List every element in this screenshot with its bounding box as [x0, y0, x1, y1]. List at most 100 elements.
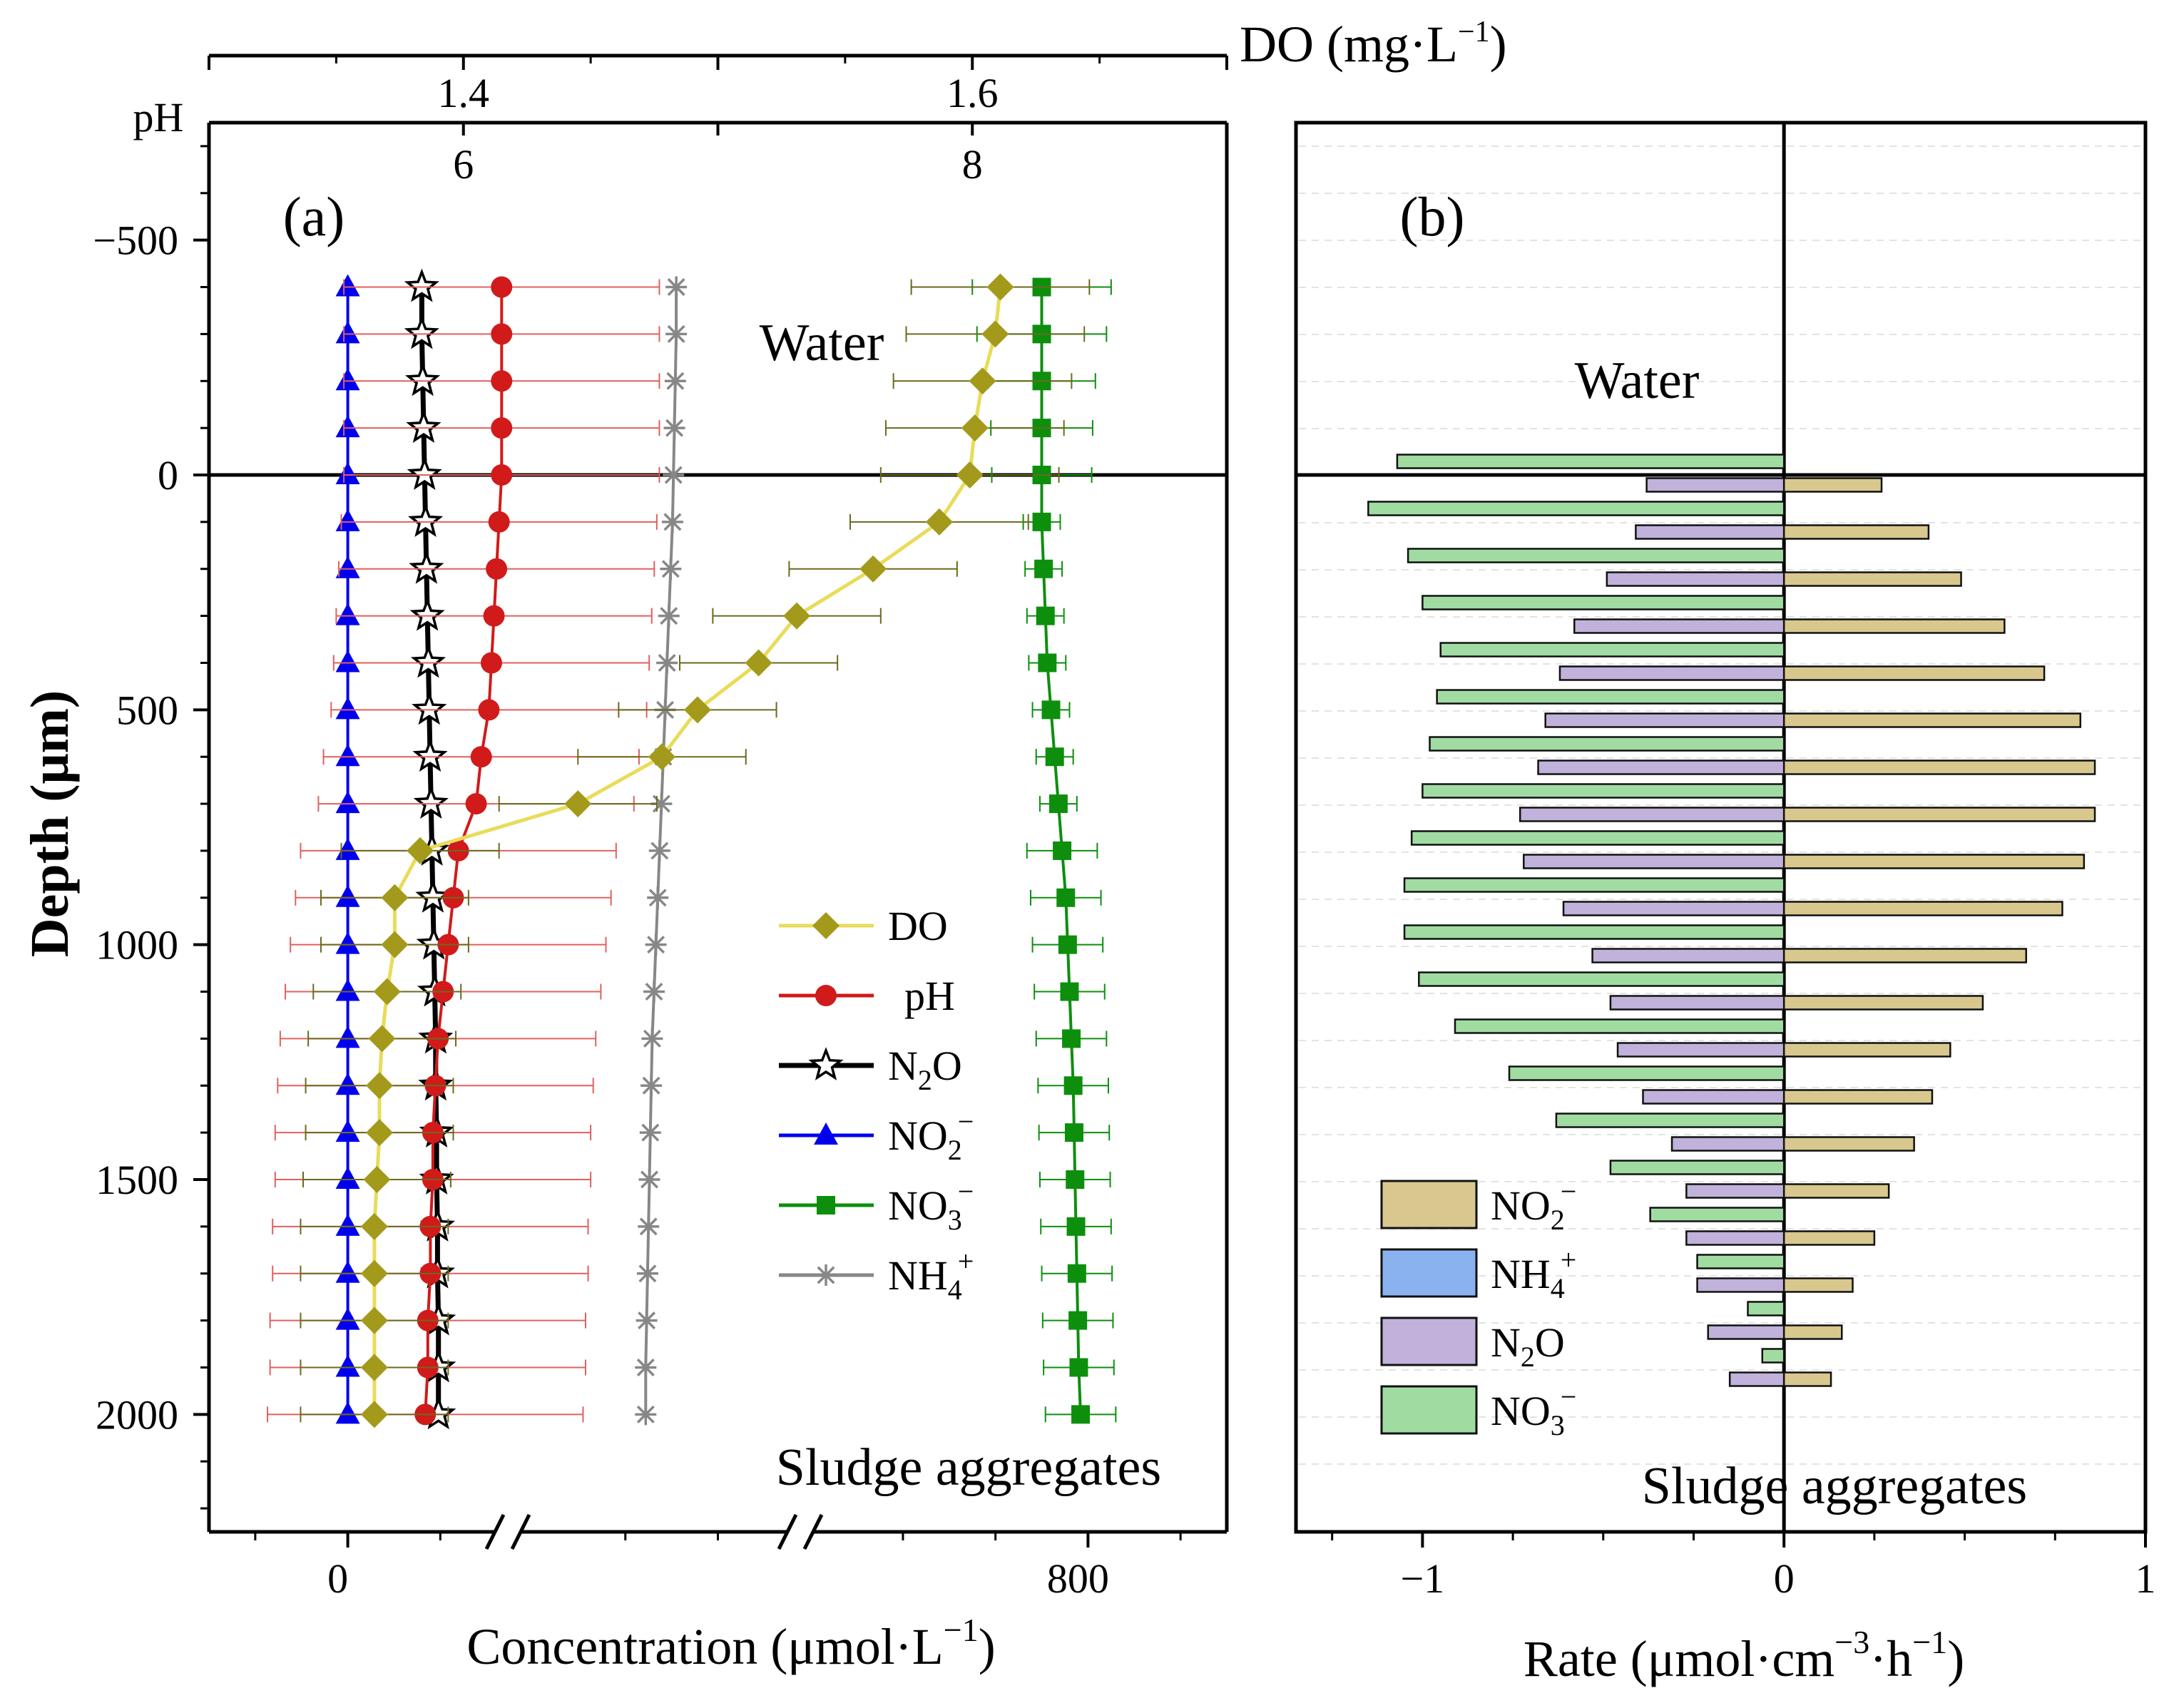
- nh4-marker-stroke: [642, 1076, 660, 1095]
- marker-no2: [335, 650, 360, 673]
- marker-no2: [335, 1307, 360, 1330]
- marker-no2: [335, 1026, 360, 1048]
- panel-b: −1 0 1 Rate (μmol·cm−3·h−1) (b) Water Sludge a…: [1294, 121, 2156, 1687]
- bar-no2: [1782, 1089, 1934, 1105]
- marker-do: [360, 1259, 388, 1287]
- marker-ph: [491, 276, 513, 298]
- nh4-marker-stroke: [647, 936, 665, 954]
- marker-n2o: [412, 738, 448, 772]
- axis-break-mark: [510, 1513, 531, 1550]
- bar-n2o: [1616, 1042, 1785, 1058]
- ph-tick-label: 6: [453, 141, 474, 188]
- bar-no2: [1782, 1371, 1832, 1387]
- legend-label-no2: NO2−: [1491, 1175, 1576, 1236]
- legend-marker-do: [812, 912, 839, 939]
- legend-a: DO pH N2O NO2− NO3− NH4+: [779, 903, 974, 1306]
- bar-no2: [1782, 948, 2028, 963]
- profile-series: [267, 268, 1117, 1430]
- marker-do: [783, 602, 811, 630]
- series-do: [300, 273, 1091, 1428]
- y-tick-label: 500: [116, 687, 178, 733]
- marker-no2: [335, 415, 360, 438]
- marker-do: [373, 978, 401, 1006]
- x-axis-title: Concentration (μmol·L−1): [466, 1612, 995, 1675]
- legend-b: NO2− NH4+ N2O NO3−: [1380, 1175, 1576, 1441]
- bar-no3: [1454, 1018, 1785, 1034]
- marker-nh4: [663, 417, 685, 439]
- marker-do: [360, 1306, 388, 1334]
- marker-ph: [491, 417, 513, 439]
- marker-do: [366, 1119, 394, 1147]
- marker-nh4: [635, 1356, 657, 1379]
- nh4-marker-stroke: [817, 1266, 835, 1284]
- legend-label-no3: NO3−: [888, 1175, 974, 1236]
- bar-no3: [1436, 689, 1785, 705]
- legend-label-do: DO: [888, 903, 948, 949]
- marker-no3: [1048, 794, 1068, 814]
- water-label-b: Water: [1575, 352, 1700, 410]
- panel-label-a: (a): [283, 185, 345, 247]
- marker-nh4: [645, 934, 667, 956]
- marker-no3: [1034, 559, 1053, 578]
- bar-no2: [1782, 618, 2006, 634]
- bar-no2: [1782, 1183, 1890, 1199]
- legend-label-ph: pH: [904, 973, 955, 1019]
- nh4-marker-stroke: [639, 1217, 658, 1236]
- marker-no2: [335, 931, 360, 954]
- bar-n2o: [1707, 1324, 1785, 1340]
- marker-no2: [335, 1213, 360, 1236]
- nh4-marker-stroke: [660, 607, 678, 625]
- marker-ph: [478, 699, 500, 721]
- bar-no2: [1782, 760, 2096, 775]
- marker-no2: [335, 1260, 360, 1283]
- marker-no3: [1041, 700, 1061, 720]
- bar-no2: [1782, 1136, 1915, 1152]
- bar-n2o: [1609, 995, 1785, 1011]
- marker-no3: [1045, 747, 1064, 767]
- marker-do: [745, 649, 772, 677]
- marker-no2: [335, 744, 360, 767]
- nh4-marker-stroke: [658, 653, 676, 672]
- marker-no2: [335, 697, 360, 720]
- x-tick-label-b: 0: [1774, 1555, 1795, 1602]
- bar-n2o: [1562, 901, 1785, 916]
- nh4-marker-stroke: [665, 419, 684, 437]
- panel-a: 1.4 1.6 DO (mg·L−1) 6 8 pH −500 0 500 1000 1500 200…: [20, 16, 1507, 1675]
- marker-do: [986, 273, 1014, 301]
- marker-n2o: [412, 691, 447, 725]
- bar-n2o: [1728, 1371, 1785, 1387]
- bar-no2: [1782, 1324, 1843, 1340]
- marker-ph: [486, 558, 508, 580]
- marker-do: [360, 1401, 388, 1428]
- marker-n2o: [415, 879, 451, 913]
- marker-n2o: [407, 503, 444, 537]
- nh4-marker-stroke: [667, 278, 685, 297]
- bar-n2o: [1685, 1230, 1785, 1246]
- bar-n2o: [1591, 948, 1785, 963]
- marker-no3: [1060, 982, 1079, 1001]
- marker-ph: [465, 793, 487, 815]
- marker-n2o: [409, 550, 444, 584]
- marker-nh4: [635, 1403, 657, 1426]
- legend-swatch-no2: [1380, 1180, 1478, 1229]
- marker-do: [381, 884, 409, 911]
- marker-n2o: [407, 456, 442, 490]
- marker-no3: [1058, 935, 1077, 954]
- marker-no3: [1071, 1405, 1091, 1424]
- legend-marker-no2: [814, 1123, 838, 1145]
- marker-nh4: [665, 276, 688, 298]
- bar-no3: [1403, 877, 1785, 893]
- marker-no2: [335, 462, 360, 484]
- bar-no2: [1782, 665, 2046, 681]
- marker-no3: [1062, 1029, 1081, 1048]
- marker-do: [360, 1354, 388, 1381]
- bar-n2o: [1558, 665, 1785, 681]
- bar-no3: [1410, 830, 1785, 846]
- legend-swatch-nh4: [1380, 1248, 1478, 1298]
- bar-n2o: [1685, 1183, 1785, 1199]
- nh4-marker-stroke: [664, 466, 683, 484]
- bar-n2o: [1635, 524, 1785, 540]
- marker-nh4: [656, 652, 678, 674]
- marker-no2: [335, 1120, 360, 1142]
- nh4-marker-stroke: [636, 1358, 655, 1376]
